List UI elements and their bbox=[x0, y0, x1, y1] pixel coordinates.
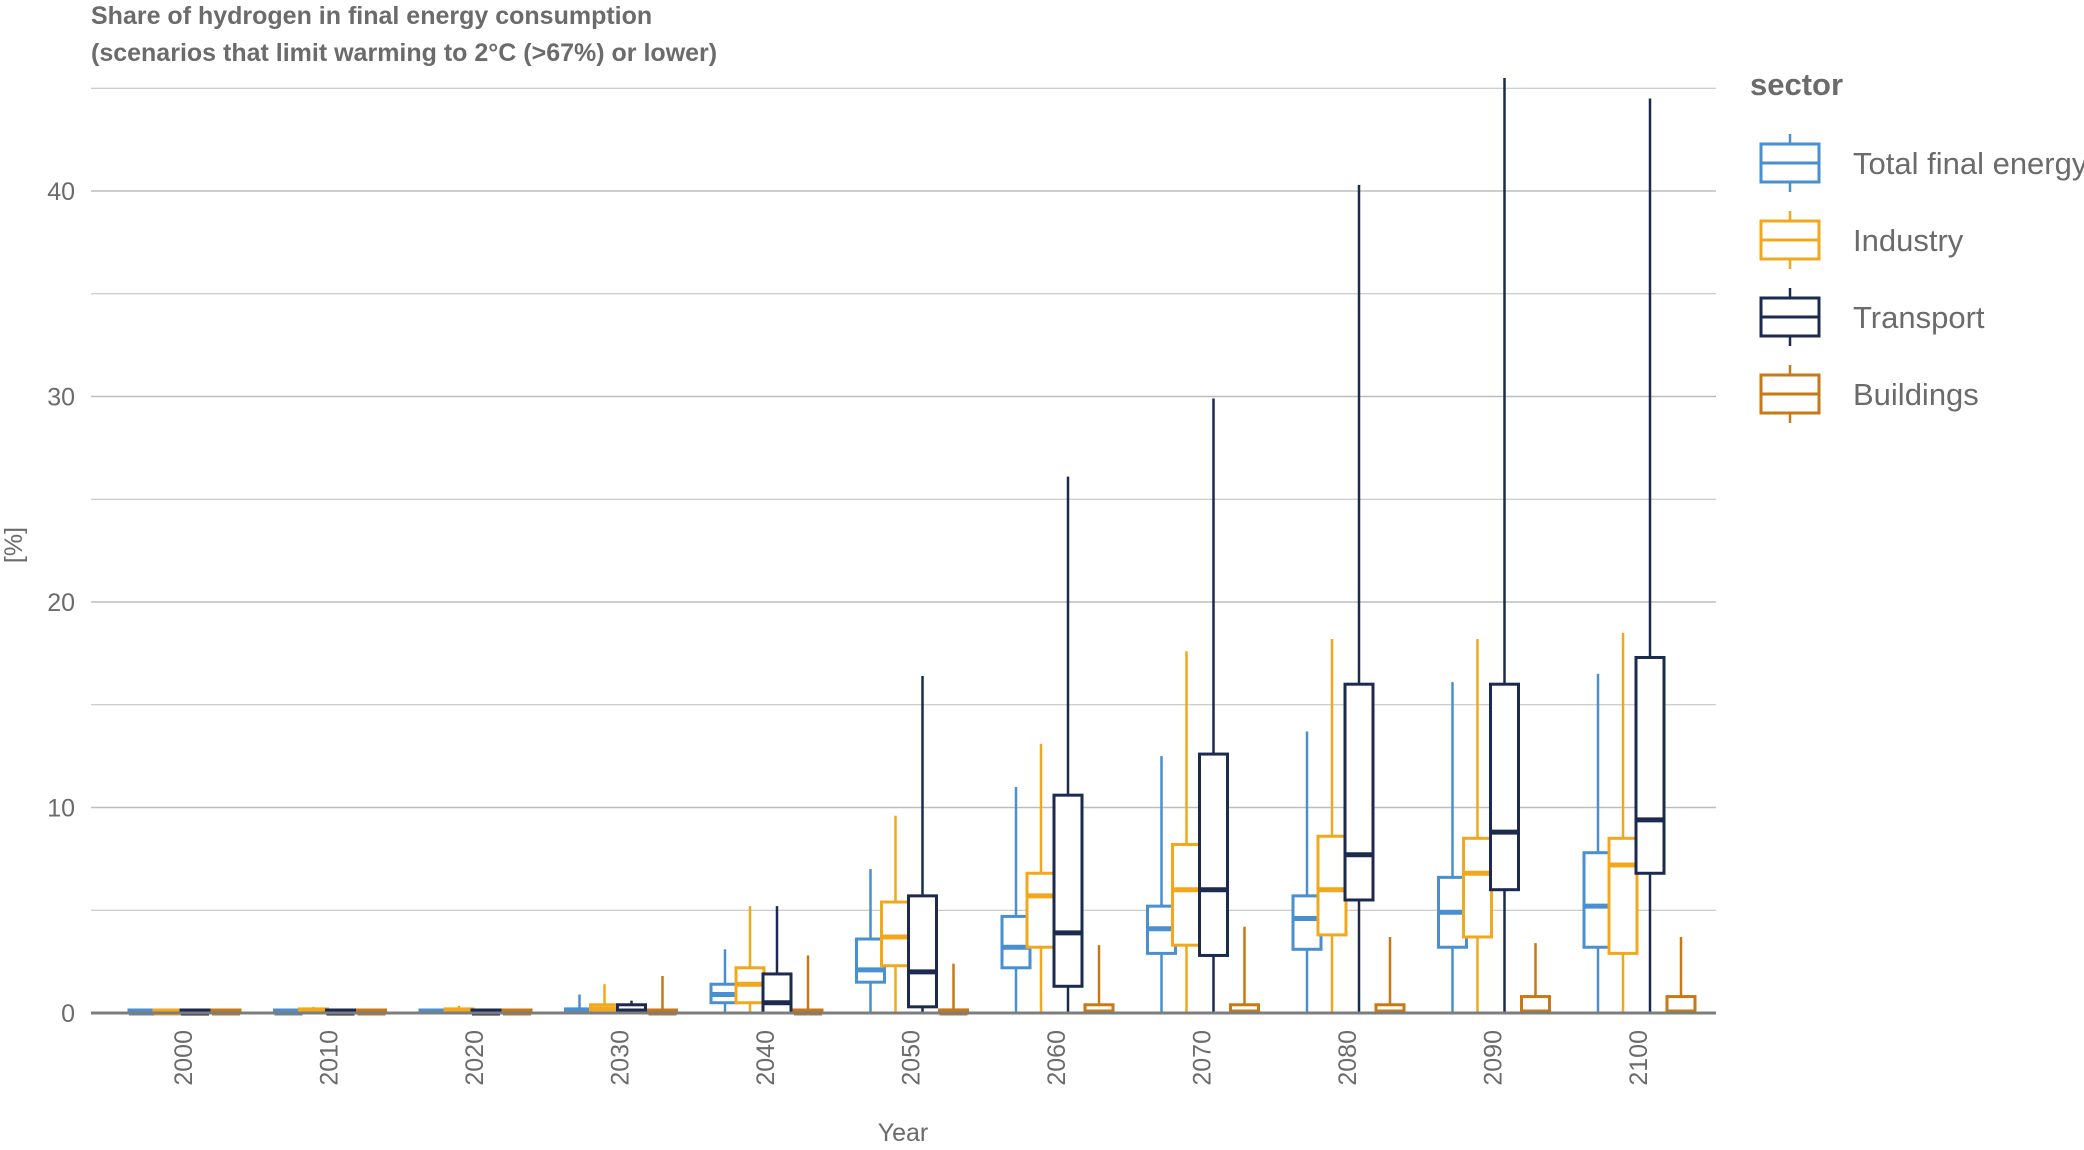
box-industry-2100 bbox=[1607, 632, 1639, 1013]
box bbox=[1316, 834, 1348, 937]
box-industry-2030 bbox=[589, 984, 620, 1015]
box-transport-2090 bbox=[1489, 77, 1520, 1013]
x-axis-ticks: 2000 2010 2020 2030 2040 2050 2060 2070 2080 2090… bbox=[170, 1030, 1653, 1086]
box bbox=[1052, 793, 1084, 988]
box-buildings-2100 bbox=[1665, 936, 1697, 1015]
box bbox=[1489, 682, 1520, 892]
box-buildings-2060 bbox=[1083, 945, 1115, 1015]
x-tick-label: 2090 bbox=[1480, 1030, 1508, 1086]
box bbox=[1198, 752, 1229, 957]
legend-label: Buildings bbox=[1853, 377, 1979, 412]
box-transport-2080 bbox=[1343, 184, 1375, 1013]
y-tick-label: 10 bbox=[47, 795, 75, 823]
box-buildings-2080 bbox=[1374, 936, 1406, 1015]
x-tick-label: 2070 bbox=[1189, 1030, 1217, 1086]
y-tick-label: 20 bbox=[47, 589, 75, 617]
box-industry-2040 bbox=[734, 906, 766, 1013]
box-buildings-2070 bbox=[1229, 926, 1260, 1015]
x-tick-label: 2050 bbox=[898, 1030, 926, 1086]
box bbox=[1607, 836, 1639, 955]
x-tick-label: 2000 bbox=[170, 1030, 198, 1086]
legend-label: Industry bbox=[1853, 223, 1964, 258]
box-transport-2050 bbox=[907, 675, 938, 1013]
y-axis-label: [%] bbox=[0, 527, 28, 563]
x-tick-label: 2040 bbox=[752, 1030, 780, 1086]
legend-item-total-final-energy: Total final energy bbox=[1759, 134, 2084, 192]
legend-title: sector bbox=[1750, 67, 1843, 102]
box bbox=[1171, 842, 1202, 947]
legend: sector Total final energy Industry Transpo… bbox=[1750, 67, 2084, 423]
x-tick-label: 2030 bbox=[607, 1030, 635, 1086]
box bbox=[1343, 682, 1375, 902]
box-industry-2090 bbox=[1462, 638, 1493, 1013]
legend-item-transport: Transport bbox=[1759, 288, 1985, 346]
box-transport-2060 bbox=[1052, 476, 1084, 1013]
box bbox=[1634, 655, 1666, 875]
legend-item-industry: Industry bbox=[1759, 211, 1964, 269]
x-tick-label: 2080 bbox=[1334, 1030, 1362, 1086]
box bbox=[1025, 871, 1057, 949]
box-buildings-2030 bbox=[647, 976, 678, 1016]
gridlines bbox=[91, 87, 1716, 911]
box-industry-2060 bbox=[1025, 743, 1057, 1013]
y-tick-label: 40 bbox=[47, 178, 75, 206]
legend-label: Transport bbox=[1853, 300, 1985, 335]
x-tick-label: 2100 bbox=[1625, 1030, 1653, 1086]
x-tick-label: 2010 bbox=[316, 1030, 344, 1086]
box bbox=[907, 894, 938, 1009]
box-transport-2070 bbox=[1198, 398, 1229, 1013]
chart-subtitle: (scenarios that limit warming to 2°C (>6… bbox=[91, 39, 717, 67]
x-tick-label: 2020 bbox=[461, 1030, 489, 1086]
x-tick-label: 2060 bbox=[1043, 1030, 1071, 1086]
y-axis-ticks: 0 10 20 30 40 bbox=[47, 178, 75, 1028]
box bbox=[761, 972, 793, 1015]
box bbox=[1462, 836, 1493, 939]
chart-title: Share of hydrogen in final energy consum… bbox=[91, 2, 652, 30]
legend-label: Total final energy bbox=[1853, 146, 2084, 181]
box-transport-2040 bbox=[761, 906, 793, 1015]
box-total-final-energy-2050 bbox=[855, 869, 886, 1013]
box bbox=[1582, 851, 1614, 949]
boxplot-marks bbox=[91, 77, 1716, 1016]
box-buildings-2050 bbox=[938, 963, 969, 1016]
box-total-final-energy-2100 bbox=[1582, 673, 1614, 1013]
box-total-final-energy-2060 bbox=[1000, 786, 1032, 1013]
box-buildings-2040 bbox=[792, 955, 824, 1016]
box-total-final-energy-2070 bbox=[1146, 756, 1177, 1013]
box-industry-2080 bbox=[1316, 638, 1348, 1013]
box-industry-2050 bbox=[880, 815, 911, 1013]
box bbox=[880, 900, 911, 968]
legend-item-buildings: Buildings bbox=[1759, 365, 1979, 423]
box-buildings-2090 bbox=[1520, 943, 1551, 1015]
y-tick-label: 0 bbox=[61, 1000, 75, 1028]
box-transport-2030 bbox=[616, 1000, 647, 1015]
x-axis-label: Year bbox=[878, 1119, 929, 1147]
box-industry-2070 bbox=[1171, 651, 1202, 1013]
box-transport-2100 bbox=[1634, 98, 1666, 1013]
y-tick-label: 30 bbox=[47, 384, 75, 412]
